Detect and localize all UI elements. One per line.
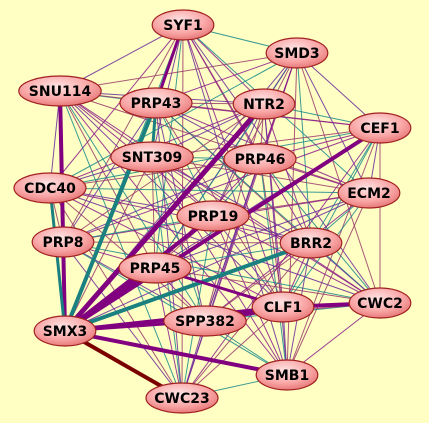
node-label: SMB1 <box>265 368 309 384</box>
edge <box>63 102 266 333</box>
edge <box>59 90 381 304</box>
node <box>33 315 97 347</box>
node-label: CEF1 <box>360 121 399 137</box>
node <box>18 75 102 107</box>
edge <box>154 192 370 269</box>
edge <box>62 103 265 243</box>
node-label: SNT309 <box>122 150 183 166</box>
edge <box>151 156 381 304</box>
edge <box>59 90 156 269</box>
edge <box>62 241 288 376</box>
node-label: SNU114 <box>29 84 92 100</box>
edge <box>49 24 184 189</box>
node <box>232 88 296 120</box>
edge <box>62 158 261 243</box>
edge <box>49 187 370 194</box>
node <box>348 112 412 144</box>
node <box>163 305 247 337</box>
edge <box>296 52 381 304</box>
node <box>348 287 412 319</box>
node <box>31 226 95 258</box>
edge <box>212 215 381 304</box>
edge <box>49 52 298 189</box>
node <box>265 37 329 69</box>
edge <box>212 215 284 308</box>
edge <box>48 187 67 332</box>
node-label: SPP382 <box>175 314 235 330</box>
node <box>151 9 215 41</box>
node-label: BRR2 <box>290 236 332 252</box>
node <box>255 359 319 391</box>
edge <box>49 187 284 308</box>
nodes: SYF1 SMD3 SNU114 PRP43 NTR2 CEF1 SNT309 PRP46 CD… <box>13 9 412 414</box>
node-label: CLF1 <box>264 300 303 316</box>
node <box>119 87 193 119</box>
edge <box>49 187 381 304</box>
edge <box>64 329 288 377</box>
node <box>118 252 192 284</box>
edge <box>64 192 370 332</box>
edge <box>181 127 381 399</box>
node-label: CWC23 <box>154 391 209 407</box>
edge <box>62 241 183 399</box>
edge <box>286 192 370 376</box>
node-label: SMD3 <box>274 46 319 62</box>
node-label: PRP8 <box>42 235 83 251</box>
node <box>337 177 401 209</box>
edge <box>182 24 312 244</box>
edge <box>154 103 265 269</box>
node <box>13 172 87 204</box>
edge <box>204 192 370 322</box>
edge <box>64 241 312 333</box>
edge <box>154 267 381 304</box>
edge <box>59 90 183 399</box>
node <box>279 227 343 259</box>
edge <box>59 90 206 322</box>
edge <box>282 127 381 308</box>
edge <box>62 24 184 243</box>
node-label: ECM2 <box>347 186 391 202</box>
node-label: SMX3 <box>43 324 88 340</box>
edge <box>62 102 157 243</box>
edge <box>63 102 158 332</box>
edge <box>49 90 61 189</box>
node <box>223 143 297 175</box>
edge <box>181 306 284 399</box>
edge <box>154 267 183 399</box>
node-label: PRP19 <box>188 209 239 225</box>
node <box>251 291 315 323</box>
edge <box>151 156 156 269</box>
node-label: CDC40 <box>24 181 76 197</box>
node <box>145 382 219 414</box>
edge <box>64 156 153 332</box>
edge <box>62 241 312 244</box>
edge <box>259 158 284 308</box>
node <box>176 200 250 232</box>
edge <box>59 90 288 376</box>
node <box>110 141 194 173</box>
edge <box>212 52 298 217</box>
edge <box>155 102 381 304</box>
edge <box>151 156 288 376</box>
edge <box>62 127 381 243</box>
node-label: CWC2 <box>357 296 403 312</box>
node-label: PRP43 <box>131 96 182 112</box>
node-label: NTR2 <box>243 97 285 113</box>
node-label: SYF1 <box>163 18 203 34</box>
edge <box>58 90 67 332</box>
edge <box>59 52 298 92</box>
edge <box>59 90 370 194</box>
edge <box>151 156 312 244</box>
edge <box>151 156 206 322</box>
edge <box>62 241 381 304</box>
edge <box>59 90 284 308</box>
node-label: PRP45 <box>130 261 181 277</box>
edge <box>49 158 261 189</box>
edge <box>263 103 312 244</box>
node-label: PRP46 <box>235 152 286 168</box>
